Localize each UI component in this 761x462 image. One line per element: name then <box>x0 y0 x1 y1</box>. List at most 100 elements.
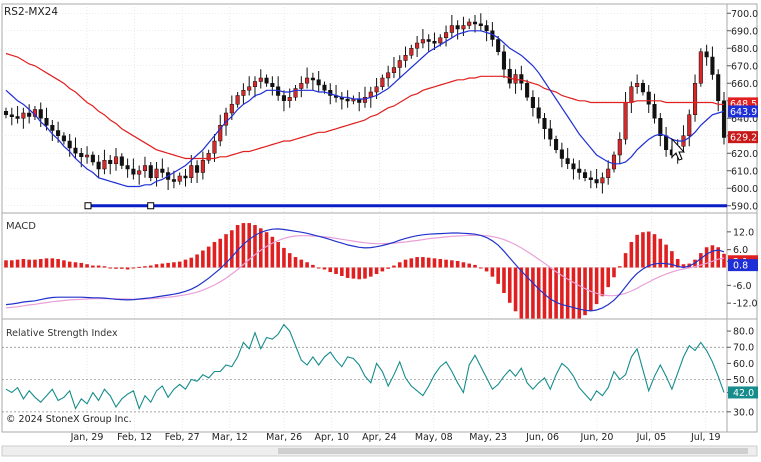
macd-histogram-bar <box>646 231 651 268</box>
macd-histogram-bar <box>201 250 205 268</box>
candle-up <box>391 67 396 73</box>
y-tick-label: -6.0 <box>733 281 752 292</box>
macd-histogram-bar <box>450 260 454 268</box>
macd-histogram-bar <box>560 267 564 332</box>
macd-histogram-bar <box>345 267 350 278</box>
macd-histogram-bar <box>577 267 582 320</box>
macd-histogram-bar <box>438 259 443 268</box>
macd-histogram-bar <box>415 257 419 268</box>
macd-histogram-bar <box>612 267 616 278</box>
x-tick-label: Jul, 05 <box>636 432 667 443</box>
macd-histogram-bar <box>699 253 703 268</box>
macd-histogram-bar <box>409 258 414 268</box>
candle-up <box>200 160 205 173</box>
candle-down <box>501 51 507 70</box>
x-tick-label: Feb, 27 <box>165 432 200 443</box>
macd-histogram-bar <box>305 262 309 268</box>
macd-histogram-bar <box>403 259 408 268</box>
macd-histogram-bar <box>641 232 645 268</box>
candle-up <box>623 102 628 140</box>
rsi-value-label: 42.0 <box>733 388 754 399</box>
candle-up <box>287 97 292 101</box>
macd-histogram-bar <box>502 267 506 293</box>
macd-histogram-bar <box>490 267 495 277</box>
macd-histogram-bar <box>536 267 541 333</box>
macd-histogram-bar <box>224 234 228 268</box>
candle-up <box>142 165 148 171</box>
macd-histogram-bar <box>716 247 721 268</box>
rsi-panel: 80.070.060.050.042.030.042.0 <box>1 318 758 433</box>
x-tick-label: Apr, 10 <box>315 432 350 443</box>
candle-down <box>160 168 165 173</box>
candle-up <box>362 97 368 103</box>
candle-up <box>252 81 258 87</box>
price-value-label: 643.9 <box>730 107 757 118</box>
y-tick-label: 60.0 <box>733 359 754 370</box>
candle-up <box>444 32 449 38</box>
macd-histogram-bar <box>386 267 390 269</box>
candle-down <box>125 165 130 170</box>
candle-down <box>496 39 501 52</box>
candle-up <box>687 114 692 136</box>
macd-histogram-bar <box>426 257 431 268</box>
mouse-pointer-icon <box>671 137 686 161</box>
candle-down <box>426 39 431 42</box>
candle-up <box>420 39 425 44</box>
macd-histogram-bar <box>664 244 668 268</box>
macd-histogram-bar <box>432 258 437 268</box>
macd-histogram-bar <box>392 265 396 268</box>
moving-average-fast-line <box>5 30 725 188</box>
candle-down <box>525 83 530 98</box>
x-tick-label: Jun, 06 <box>525 432 559 443</box>
candle-down <box>345 98 350 102</box>
candle-down <box>73 147 78 154</box>
candle-up <box>177 175 182 182</box>
candle-down <box>38 109 43 119</box>
candle-up <box>415 42 420 49</box>
macd-histogram-bar <box>548 267 553 337</box>
candle-up <box>403 55 408 61</box>
trendline-handle <box>84 202 92 210</box>
y-tick-label: 590.0 <box>731 201 758 212</box>
macd-histogram-bar <box>658 238 663 268</box>
macd-histogram-bar <box>212 242 217 268</box>
macd-histogram-bar <box>467 263 472 268</box>
candle-down <box>507 69 512 84</box>
y-tick-label: 50.0 <box>733 375 754 386</box>
macd-histogram-bar <box>363 267 367 279</box>
macd-histogram-bar <box>675 259 680 268</box>
candle-down <box>56 130 61 136</box>
macd-histogram-bar <box>160 263 165 268</box>
macd-histogram-bar <box>623 253 628 268</box>
macd-histogram-bar <box>125 267 130 270</box>
macd-histogram-bar <box>565 267 570 327</box>
candle-down <box>704 51 709 58</box>
macd-histogram-bar <box>704 247 709 268</box>
y-tick-label: 610.0 <box>731 166 758 177</box>
macd-histogram-bar <box>455 260 460 268</box>
macd-histogram-bar <box>316 267 321 269</box>
candle-down <box>554 139 559 150</box>
candle-down <box>646 91 651 105</box>
macd-histogram-bar <box>241 223 246 268</box>
y-tick-label: 70.0 <box>733 343 754 354</box>
macd-histogram-bar <box>67 261 72 268</box>
macd-histogram-bar <box>247 223 251 268</box>
macd-histogram-bar <box>322 267 327 270</box>
macd-line <box>5 228 725 312</box>
macd-histogram-bar <box>270 236 275 268</box>
x-axis: Jan, 29 Feb, 12 Feb, 27 Mar, 12 Mar, 26 Apr, … <box>1 432 758 457</box>
y-tick-label: 6.0 <box>733 245 748 256</box>
y-tick-label: 600.0 <box>731 184 758 195</box>
y-tick-label: 660.0 <box>731 79 758 90</box>
macd-histogram-bar <box>102 266 107 268</box>
macd-signal-line <box>5 234 725 309</box>
candle-up <box>397 60 402 68</box>
macd-histogram-bar <box>652 234 657 268</box>
candle-up <box>189 165 194 178</box>
candle-down <box>44 118 49 126</box>
x-tick-label: May, 08 <box>415 432 453 443</box>
scrollbar-thumb <box>278 448 748 454</box>
candle-down <box>310 77 315 81</box>
